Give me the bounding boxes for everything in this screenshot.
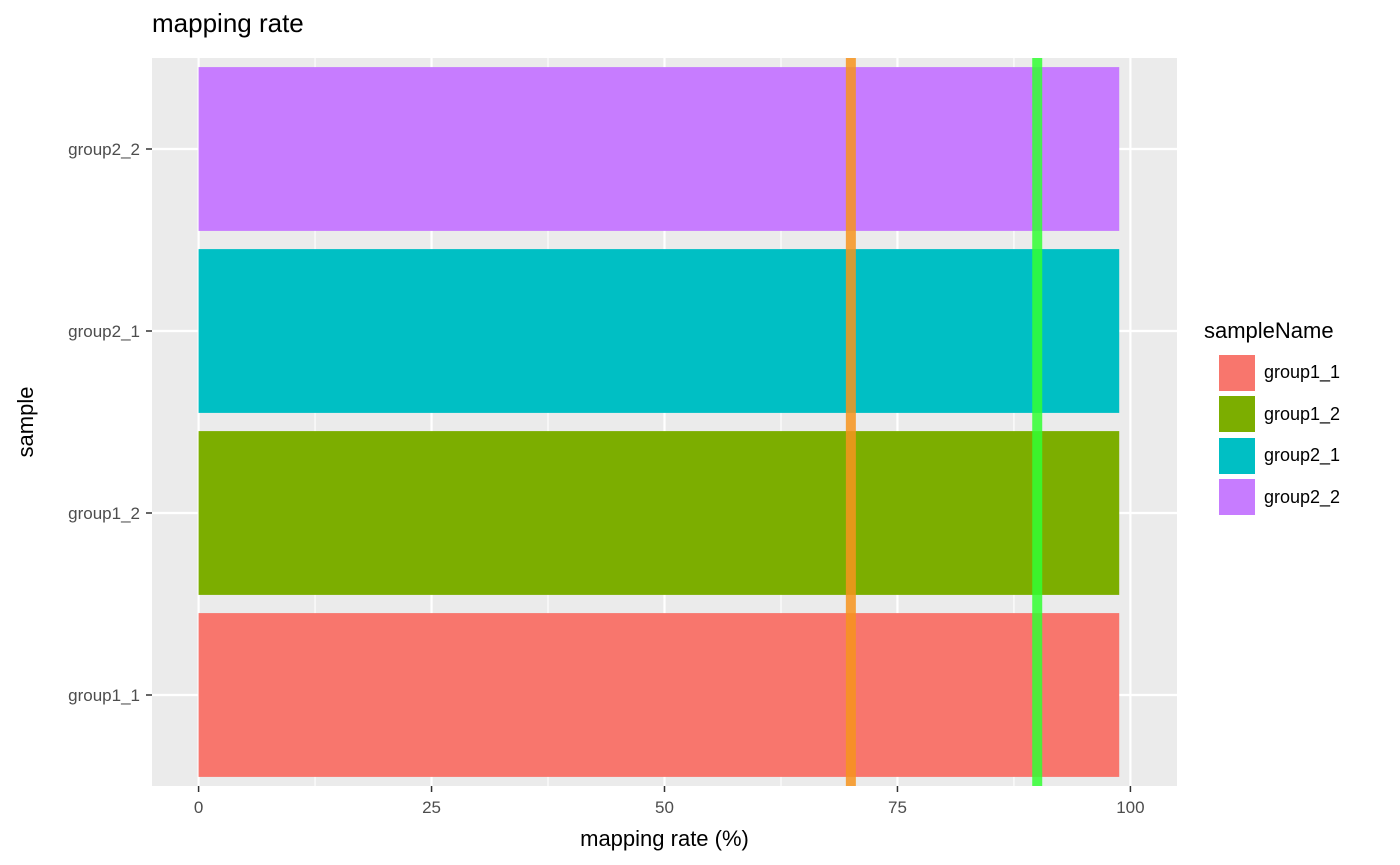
x-axis: 0 25 50 75 100 — [194, 786, 1145, 817]
legend-label: group1_2 — [1264, 403, 1341, 424]
legend-item-group1_2: group1_2 — [1218, 394, 1340, 436]
reference-lines — [845, 58, 1043, 786]
legend-label: group1_1 — [1264, 362, 1341, 383]
legend-item-group1_1: group1_1 — [1218, 352, 1340, 394]
y-tick-label: group2_1 — [68, 322, 140, 341]
legend-title: sampleName — [1204, 318, 1334, 343]
bar-group2_1 — [198, 249, 1120, 413]
x-tick-label: 0 — [194, 798, 203, 817]
x-axis-title: mapping rate (%) — [580, 826, 749, 851]
x-tick-label: 100 — [1116, 798, 1144, 817]
y-axis-title: sample — [13, 387, 38, 458]
legend-label: group2_2 — [1264, 486, 1341, 507]
legend-key-swatch — [1218, 436, 1256, 475]
y-tick-label: group1_2 — [68, 504, 140, 523]
legend-items: group1_1 group1_2 group2_1 group2_2 — [1204, 352, 1340, 518]
legend-key-swatch — [1218, 395, 1256, 434]
legend: sampleName group1_1 group1_2 group2_1 group… — [1204, 318, 1340, 518]
x-tick-label: 75 — [888, 798, 907, 817]
legend-label: group2_1 — [1264, 445, 1341, 466]
legend-key-swatch — [1218, 353, 1256, 392]
legend-key-swatch — [1218, 478, 1256, 517]
x-tick-label: 25 — [422, 798, 441, 817]
bars — [198, 67, 1120, 777]
x-tick-label: 50 — [655, 798, 674, 817]
y-tick-label: group1_1 — [68, 686, 140, 705]
bar-group1_1 — [198, 613, 1120, 777]
y-axis: group1_1 group1_2 group2_1 group2_2 — [68, 140, 152, 705]
legend-item-group2_1: group2_1 — [1218, 435, 1340, 477]
y-tick-label: group2_2 — [68, 140, 140, 159]
legend-item-group2_2: group2_2 — [1218, 477, 1340, 519]
bar-group1_2 — [198, 431, 1120, 595]
bar-group2_2 — [198, 67, 1120, 231]
chart-title: mapping rate — [152, 8, 304, 38]
